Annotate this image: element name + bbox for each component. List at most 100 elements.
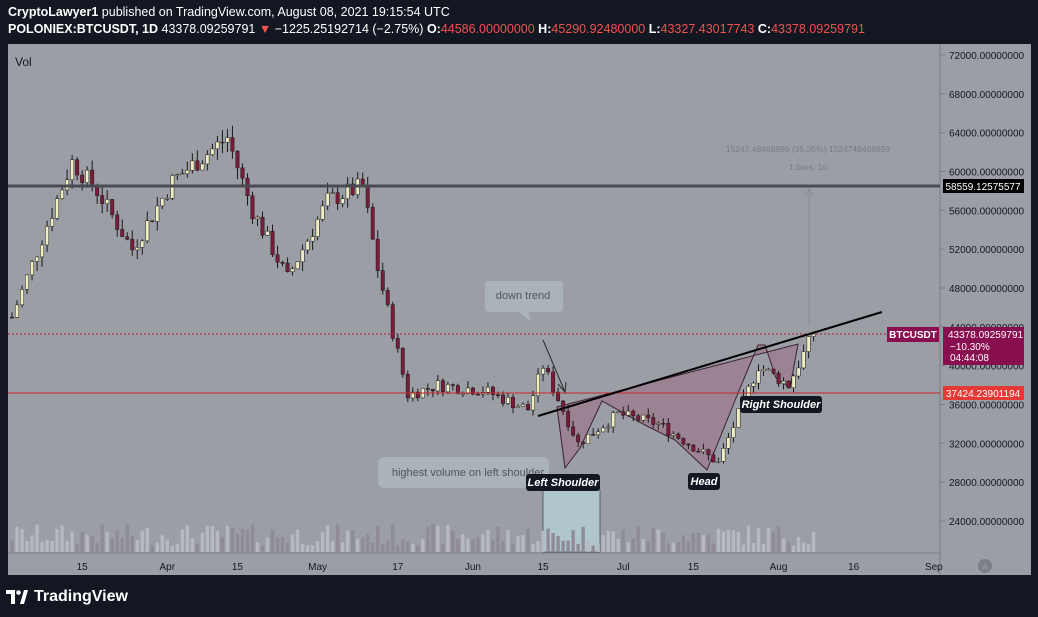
volume-bar (250, 524, 255, 552)
volume-bar (330, 541, 335, 552)
volume-bar (586, 541, 590, 552)
volume-bar (656, 529, 660, 552)
candle-body (571, 426, 576, 436)
symbol-tag[interactable] (887, 327, 939, 342)
volume-bar (451, 530, 455, 552)
volume-bar (105, 531, 109, 552)
candle-body (80, 174, 85, 183)
volume-bar (766, 528, 771, 552)
footer-brand[interactable]: TradingView (6, 588, 128, 606)
candle-body (320, 205, 325, 220)
volume-bar (776, 526, 781, 552)
right-shoulder-label: Right Shoulder (742, 399, 822, 411)
x-tick-label: May (308, 562, 327, 573)
x-axis-ticks: 15 Apr 15 May 17 Jun 15 Jul 15 Aug 16 Sep (77, 562, 944, 573)
candle-body (265, 230, 270, 236)
candle-body (445, 384, 450, 393)
candle-body (626, 410, 631, 416)
volume-bar (15, 526, 19, 552)
volume-note: highest volume on left shoulder (392, 467, 545, 479)
candle-body (345, 183, 350, 200)
volume-bar (55, 528, 59, 552)
x-tick-label: 16 (848, 562, 860, 573)
candle-body (390, 304, 395, 339)
resistance-price-tag[interactable] (943, 179, 1024, 193)
volume-bar (711, 543, 716, 552)
publisher-name[interactable]: CryptoLawyer1 (8, 5, 99, 19)
volume-bar (651, 528, 655, 552)
candle-body (736, 408, 741, 428)
auto-scale-button[interactable] (978, 559, 992, 573)
symbol-name[interactable]: POLONIEX:BTCUSDT, 1D (8, 22, 159, 36)
footer-brand-text: TradingView (34, 588, 128, 605)
candle-body (385, 290, 390, 305)
candle-body (686, 443, 691, 446)
volume-bar (85, 535, 89, 552)
volume-bar (90, 536, 94, 552)
x-tick-label: Sep (925, 562, 943, 573)
candle-body (370, 207, 375, 240)
change-down-icon: ▼ (258, 22, 272, 36)
volume-bar (75, 544, 79, 552)
candle-body (691, 444, 696, 452)
volume-bar (511, 544, 515, 552)
volume-bar (676, 542, 681, 552)
last-change-text: −10.30% (950, 342, 990, 353)
volume-bar (230, 527, 235, 552)
volume-note-box[interactable] (378, 457, 549, 488)
candle-body (100, 195, 105, 204)
resistance-price-text: 58559.12575577 (945, 182, 1021, 193)
support-price-tag[interactable] (943, 386, 1024, 400)
candle-body (716, 461, 721, 463)
candle-body (506, 397, 510, 404)
candle-body (290, 268, 295, 272)
candle-body (115, 214, 120, 230)
candle-body (280, 261, 285, 264)
neckline-trendline[interactable] (537, 311, 883, 417)
down-trend-note-box[interactable] (485, 281, 563, 312)
candle-body (125, 236, 130, 240)
volume-bar (165, 539, 170, 552)
candle-body (250, 195, 255, 220)
candle-body (310, 236, 315, 242)
volume-bar (376, 525, 380, 552)
volume-bar (661, 532, 665, 552)
volume-bar (145, 527, 149, 552)
price-axis[interactable] (940, 44, 1031, 575)
volume-bar (65, 540, 69, 552)
volume-bar (255, 542, 260, 552)
right-shoulder-label-box[interactable] (740, 396, 822, 413)
volume-bar (406, 541, 410, 552)
candle-body (110, 199, 115, 216)
head-label-box[interactable] (688, 473, 720, 490)
candle-body (260, 216, 265, 236)
candle-body (711, 454, 716, 463)
candle-body (556, 391, 561, 402)
head-label: Head (691, 476, 718, 488)
candle-body (70, 159, 75, 180)
left-shoulder-label-box[interactable] (526, 474, 600, 491)
volume-bar (300, 543, 305, 552)
candle-body (470, 387, 475, 395)
candle-body (646, 414, 651, 418)
candle-body (45, 226, 50, 246)
candle-body (786, 380, 791, 389)
candle-body (616, 411, 621, 414)
candle-body (706, 449, 711, 456)
volume-bar (120, 538, 124, 552)
last-price-tag[interactable] (943, 327, 1024, 365)
volume-bar (335, 524, 340, 552)
volume-bar (130, 535, 134, 552)
volume-bar (476, 536, 480, 552)
candle-body (360, 178, 365, 186)
candle-body (766, 368, 771, 371)
candle-body (165, 198, 170, 200)
volume-bar (691, 533, 696, 552)
volume-bar (686, 542, 691, 552)
volume-bar (541, 530, 545, 552)
plot-area[interactable] (8, 44, 940, 575)
volume-bar (621, 529, 625, 552)
volume-bar (486, 529, 490, 552)
candle-body (496, 394, 500, 396)
